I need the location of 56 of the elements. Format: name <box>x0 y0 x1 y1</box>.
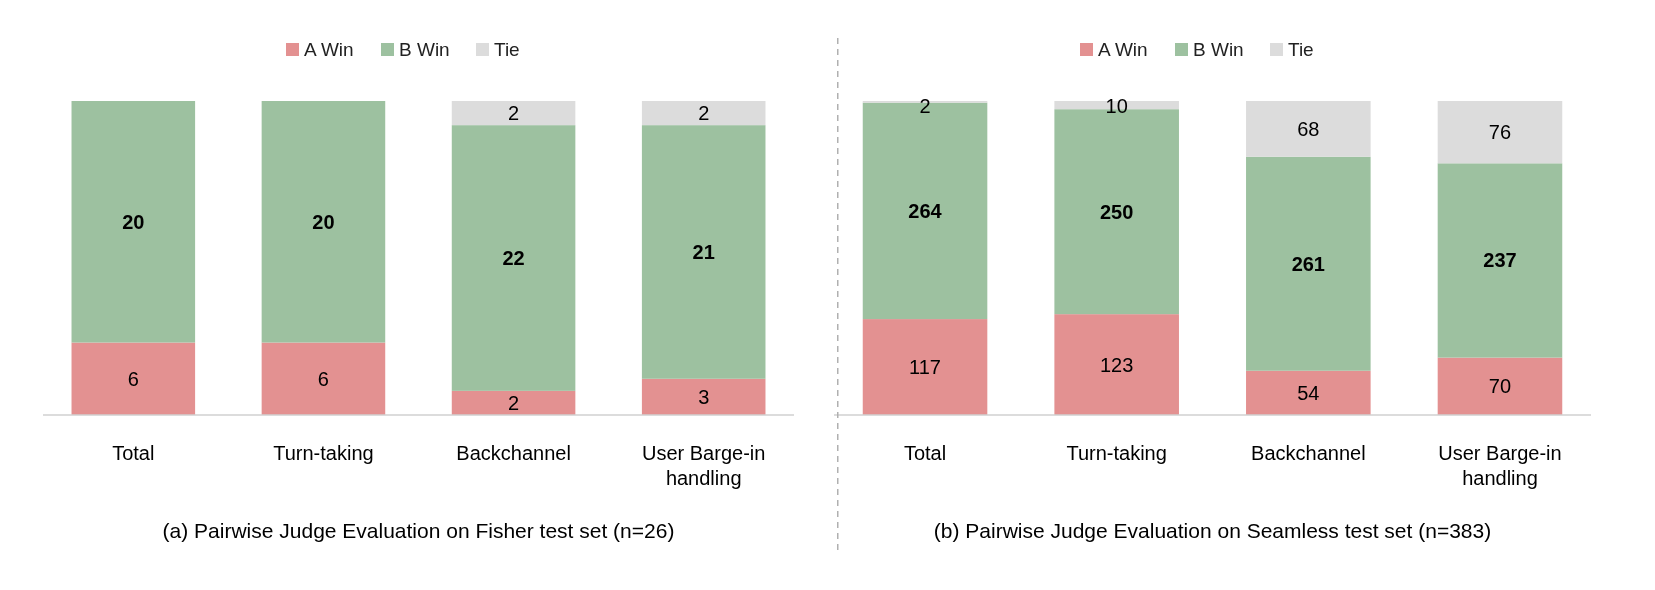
legend-label: B Win <box>1193 39 1244 60</box>
data-label: 2 <box>919 95 931 117</box>
data-label: 250 <box>1099 200 1134 223</box>
data-label: 123 <box>1099 353 1134 376</box>
data-label: 20 <box>312 210 335 233</box>
bar <box>862 319 988 415</box>
bar <box>261 101 386 343</box>
bar <box>641 101 766 126</box>
legend-label: B Win <box>399 39 450 60</box>
x-tick-label: Total <box>903 442 947 464</box>
x-tick-label: User Barge-in handling <box>1438 442 1562 489</box>
data-label: 10 <box>1105 95 1128 117</box>
bar <box>1246 101 1371 157</box>
bar <box>1246 370 1371 415</box>
x-tick-label: Turn-taking <box>273 442 374 464</box>
x-tick-label: User Barge-in handling <box>641 442 766 489</box>
text: (a) Pairwise Judge Evaluation on Fisher test set (n=26) <box>162 519 675 542</box>
x-tick-label: Backchannel <box>1251 442 1366 464</box>
bar <box>1246 156 1371 371</box>
bar <box>261 342 386 415</box>
bar <box>451 101 576 126</box>
text: (b) Pairwise Judge Evaluation on Seamless test set (n=383) <box>933 519 1492 542</box>
data-label: 2 <box>508 391 520 414</box>
bar <box>71 101 196 343</box>
x-tick-label: Turn-taking <box>1066 442 1167 464</box>
bar <box>451 125 576 391</box>
bar <box>1437 101 1563 164</box>
data-label: 261 <box>1291 252 1326 275</box>
data-label: 54 <box>1297 381 1320 404</box>
data-label: 68 <box>1297 117 1320 140</box>
data-label: 117 <box>909 356 941 379</box>
x-tick-label: Backchannel <box>456 442 571 464</box>
data-label: 2 <box>698 102 710 125</box>
bar <box>451 390 576 415</box>
data-label: 264 <box>908 199 943 222</box>
legend-label: A Win <box>304 39 354 60</box>
data-label: 76 <box>1488 121 1512 144</box>
data-label: 237 <box>1483 249 1517 272</box>
bar <box>71 342 196 415</box>
legend-label: Tie <box>1288 39 1314 60</box>
data-label: 6 <box>317 367 329 390</box>
data-label: 70 <box>1488 375 1512 398</box>
bar <box>641 125 766 379</box>
data-label: 21 <box>692 240 715 263</box>
x-tick-label: Total <box>112 442 155 464</box>
data-label: 6 <box>127 367 139 390</box>
legend-label: Tie <box>494 39 520 60</box>
bar <box>1437 357 1563 415</box>
bar <box>1437 163 1563 358</box>
data-label: 2 <box>508 102 520 125</box>
data-label: 20 <box>122 210 145 233</box>
legend-label: A Win <box>1098 39 1148 60</box>
bar <box>641 378 766 415</box>
data-label: 3 <box>698 385 710 408</box>
data-label: 22 <box>502 247 525 269</box>
bar <box>1054 314 1179 415</box>
